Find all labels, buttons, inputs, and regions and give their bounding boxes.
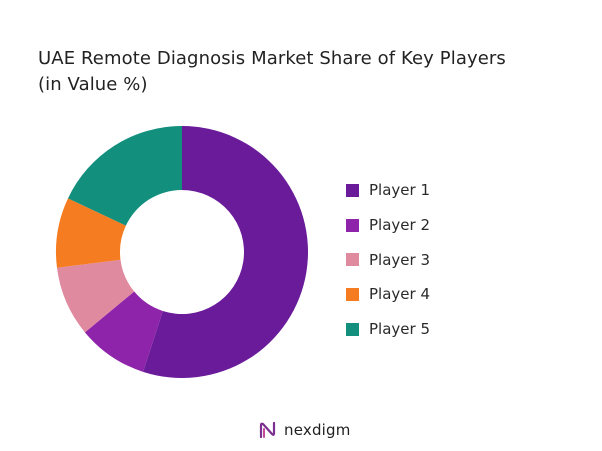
- donut-slice-4: [56, 198, 126, 268]
- donut-slice-3: [56, 259, 135, 333]
- legend-item-5: Player 5: [346, 312, 546, 347]
- legend-label: Player 2: [369, 216, 430, 235]
- legend-label: Player 3: [369, 250, 430, 269]
- chart-title-block: UAE Remote Diagnosis Market Share of Key…: [38, 46, 578, 98]
- legend-item-4: Player 4: [346, 277, 546, 312]
- nexdigm-logo-icon: [259, 421, 276, 439]
- chart-subtitle: (in Value %): [38, 74, 148, 95]
- legend-swatch: [346, 253, 359, 267]
- legend-item-3: Player 3: [346, 242, 546, 277]
- legend-item-1: Player 1: [346, 173, 546, 208]
- legend-label: Player 1: [369, 181, 430, 200]
- legend-label: Player 4: [369, 285, 430, 304]
- legend-swatch: [346, 183, 359, 197]
- legend-swatch: [346, 322, 359, 336]
- chart-legend: Player 1 Player 2 Player 3 Player 4 Player 5: [346, 173, 546, 346]
- legend-item-2: Player 2: [346, 208, 546, 243]
- brand-logo: nexdigm: [258, 420, 351, 440]
- legend-swatch: [346, 218, 359, 232]
- chart-title: UAE Remote Diagnosis Market Share of Key…: [38, 48, 506, 69]
- legend-label: Player 5: [369, 320, 430, 339]
- donut-slice-1: [143, 126, 308, 378]
- brand-name: nexdigm: [284, 421, 351, 439]
- donut-slice-5: [67, 126, 182, 226]
- legend-swatch: [346, 287, 359, 301]
- donut-slice-2: [84, 291, 163, 372]
